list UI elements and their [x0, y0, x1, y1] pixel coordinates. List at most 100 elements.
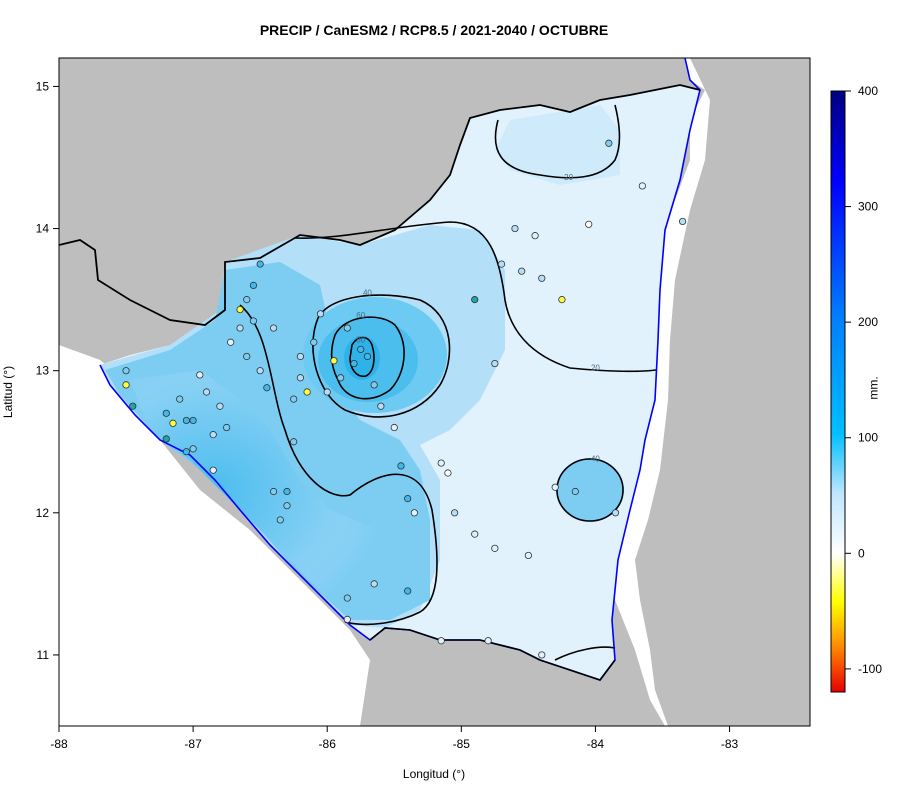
station-point [310, 338, 318, 346]
station-point [176, 395, 184, 403]
x-tick-label: -83 [721, 737, 739, 751]
station-point [558, 296, 566, 304]
x-tick-label: -87 [184, 737, 202, 751]
costa-rica-border [369, 627, 616, 681]
station-point [182, 448, 191, 456]
station-point [283, 502, 291, 510]
station-point [343, 594, 351, 602]
station-point [511, 224, 519, 233]
station-point [290, 438, 298, 446]
station-point [538, 651, 546, 659]
station-point [269, 487, 278, 496]
y-tick-label: 14 [36, 222, 50, 236]
x-tick-label: -85 [453, 737, 471, 751]
station-point [638, 182, 646, 190]
station-point [283, 487, 291, 496]
station-point [451, 509, 459, 517]
station-point [227, 338, 235, 346]
station-point [410, 509, 418, 517]
station-point [202, 388, 211, 396]
honduras-border [59, 84, 701, 326]
station-point [471, 296, 479, 304]
station-point [236, 305, 244, 314]
plot-frame [58, 57, 811, 727]
station-point [223, 423, 231, 432]
station-point [243, 352, 251, 361]
contour-60 [330, 316, 405, 400]
station-point [678, 217, 687, 226]
station-point [162, 435, 170, 443]
station-point [491, 544, 499, 552]
station-point [330, 357, 338, 365]
station-point [585, 220, 593, 228]
station-point [571, 487, 579, 496]
contour-80 [349, 336, 375, 378]
pacific-ocean [59, 345, 370, 726]
x-axis-ticks: -88 -87 -86 -85 -84 -83 [50, 726, 739, 751]
station-point [390, 423, 398, 432]
station-point [249, 317, 258, 325]
contour-label: 20 [564, 173, 573, 182]
station-point [363, 352, 372, 361]
shade-west-glow [130, 370, 410, 610]
y-tick-label: 11 [37, 648, 50, 662]
contour-lines [239, 104, 657, 661]
station-point [216, 402, 224, 410]
station-point [471, 530, 479, 538]
station-point [397, 462, 405, 470]
station-point [243, 296, 251, 304]
station-point [343, 324, 351, 332]
station-point [189, 416, 197, 425]
station-point [189, 445, 197, 453]
station-point [437, 637, 445, 645]
shade-40-southeast [556, 458, 624, 522]
station-point [249, 281, 258, 290]
station-point [296, 374, 304, 382]
station-point [169, 419, 177, 427]
station-point [370, 381, 378, 389]
contour-40-center [312, 294, 451, 418]
colorbar-tick-label: -100 [858, 662, 882, 676]
station-point [611, 509, 620, 517]
station-markers [122, 139, 687, 659]
station-point [605, 139, 613, 147]
station-point [437, 459, 445, 467]
contour-label: 80 [356, 335, 365, 344]
contour-20-south [554, 646, 616, 661]
station-point [316, 310, 325, 318]
colorbar-tick-label: 300 [858, 200, 878, 214]
station-point [182, 416, 191, 425]
y-tick-label: 15 [36, 79, 50, 93]
colorbar-tick-label: 0 [858, 546, 865, 560]
station-point [524, 551, 532, 560]
map-plot-area: 20 20 40 60 80 40 [59, 58, 810, 726]
station-point [236, 324, 244, 332]
y-axis-ticks: 15 14 13 12 11 [36, 79, 59, 662]
station-point [370, 580, 378, 588]
x-axis-label: Longitud (°) [402, 767, 466, 781]
contour-label: 40 [591, 455, 600, 464]
station-point [538, 274, 546, 282]
station-point [350, 359, 358, 368]
shade-north [495, 105, 620, 185]
precip-shading [100, 105, 624, 628]
contour-20-north [494, 104, 621, 179]
station-point [129, 402, 137, 410]
station-point [404, 494, 412, 503]
station-point [531, 232, 539, 240]
station-point [256, 367, 264, 375]
colorbar-tick-label: 100 [858, 431, 878, 445]
station-point [269, 324, 278, 332]
contour-label: 20 [591, 364, 600, 373]
map-title: PRECIP / CanESM2 / RCP8.5 / 2021-2040 / … [259, 22, 609, 38]
eastern-land [635, 58, 810, 726]
station-point [296, 352, 304, 361]
station-point [337, 374, 345, 382]
station-point [196, 371, 204, 379]
station-point [343, 615, 351, 624]
station-point [444, 469, 452, 477]
x-tick-label: -86 [319, 737, 337, 751]
station-point [122, 381, 130, 389]
contour-labels: 20 20 40 60 80 40 [356, 173, 600, 463]
station-point [303, 388, 311, 396]
